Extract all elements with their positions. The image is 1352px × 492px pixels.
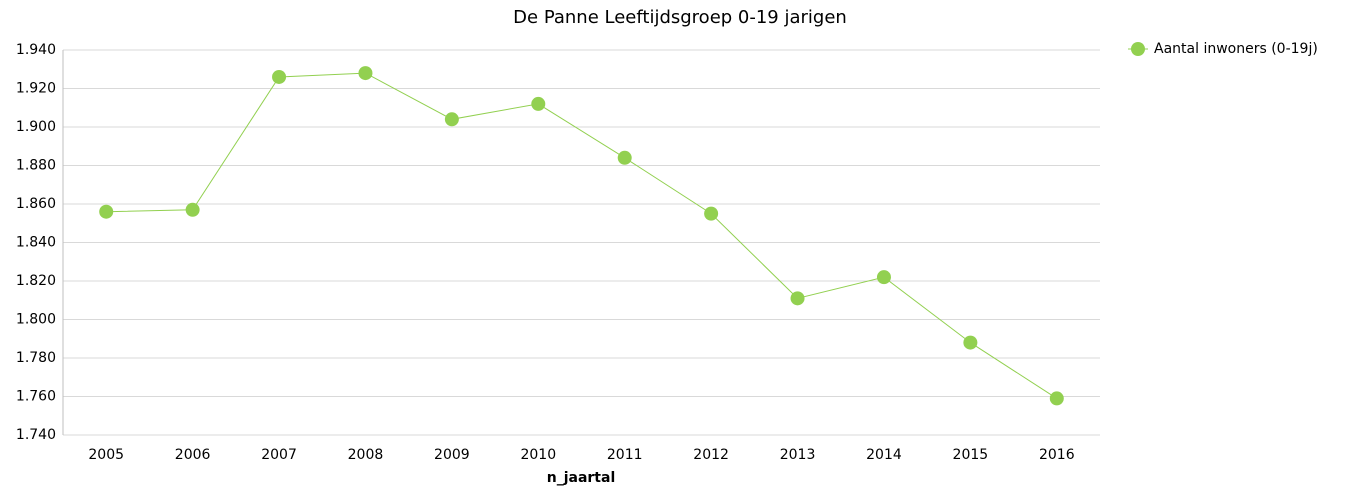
marker (185, 202, 200, 217)
x-tick-label: 2005 (88, 447, 124, 463)
y-tick-label: 1.840 (16, 235, 56, 251)
x-tick-label: 2015 (953, 447, 989, 463)
x-tick-label: 2016 (1039, 447, 1075, 463)
y-tick-label: 1.900 (16, 119, 56, 135)
marker (99, 204, 114, 219)
marker (790, 291, 805, 306)
y-tick-label: 1.760 (16, 389, 56, 405)
marker (1049, 391, 1064, 406)
y-tick-label: 1.780 (16, 350, 56, 366)
marker (358, 66, 373, 81)
y-tick-label: 1.920 (16, 81, 56, 97)
marker (617, 150, 632, 165)
y-tick-label: 1.880 (16, 158, 56, 174)
marker (444, 112, 459, 127)
x-tick-label: 2010 (520, 447, 556, 463)
x-tick-label: 2013 (780, 447, 816, 463)
marker (272, 69, 287, 84)
x-tick-label: 2008 (348, 447, 384, 463)
x-tick-label: 2006 (175, 447, 211, 463)
y-tick-label: 1.860 (16, 196, 56, 212)
y-tick-label: 1.820 (16, 273, 56, 289)
marker (704, 206, 719, 221)
x-axis-label: n_jaartal (547, 470, 616, 486)
x-tick-label: 2012 (693, 447, 729, 463)
series-line (106, 72, 1058, 399)
legend-marker (1131, 42, 1145, 56)
y-tick-label: 1.800 (16, 312, 56, 328)
marker (876, 270, 891, 285)
x-tick-label: 2011 (607, 447, 643, 463)
y-tick-label: 1.940 (16, 42, 56, 58)
chart-title: De Panne Leeftijdsgroep 0-19 jarigen (513, 7, 847, 28)
x-tick-label: 2014 (866, 447, 902, 463)
marker (531, 96, 546, 111)
legend-label: Aantal inwoners (0-19j) (1154, 41, 1318, 57)
marker (963, 335, 978, 350)
y-tick-label: 1.740 (16, 427, 56, 443)
x-tick-label: 2009 (434, 447, 470, 463)
x-tick-label: 2007 (261, 447, 297, 463)
